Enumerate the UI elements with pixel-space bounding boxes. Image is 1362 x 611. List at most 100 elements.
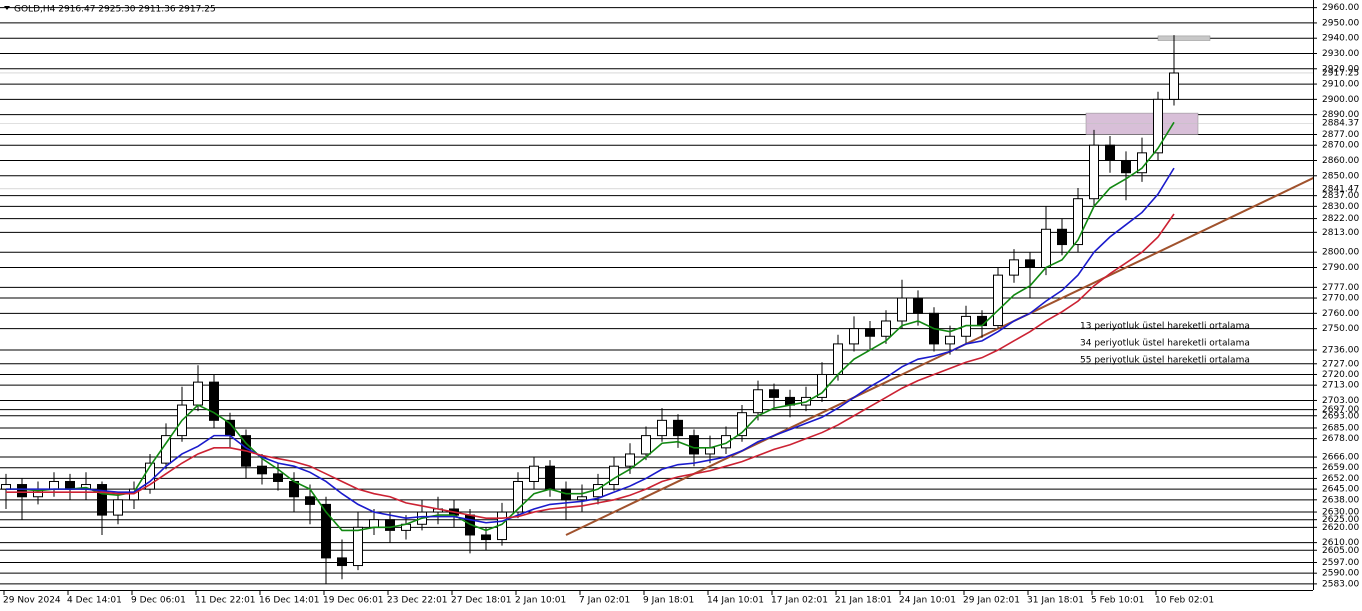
legend-label: 55 periyotluk üstel hareketli ortalama [1080,356,1250,366]
y-tick-label: 2890.00 [1322,110,1359,120]
x-tick-label: 23 Dec 22:01 [387,596,448,606]
candle-body [113,499,123,516]
candle-body [769,389,779,398]
y-tick-label: 2685.00 [1322,423,1359,433]
y-tick-label: 2777.00 [1322,283,1359,293]
candle-body [609,465,619,486]
y-tick-label: 2678.00 [1322,434,1359,444]
candle-body [481,534,491,541]
x-tick-label: 7 Jan 02:01 [579,596,630,606]
x-tick-label: 2 Jan 10:01 [515,596,566,606]
zone [1085,112,1199,135]
y-tick-label: 2652.00 [1322,474,1359,484]
x-tick-label: 9 Dec 06:01 [131,596,186,606]
y-tick-label: 2693.00 [1322,411,1359,421]
candle-body [673,419,683,437]
candle-body [833,343,843,375]
y-tick-label: 2727.00 [1322,359,1359,369]
candle-body [977,315,987,327]
candle-body [1121,159,1131,174]
y-tick-label: 2830.00 [1322,202,1359,212]
candle-body [897,297,907,322]
y-tick-label: 2813.00 [1322,228,1359,238]
y-tick-label: 2630.00 [1322,508,1359,518]
y-tick-label: 2940.00 [1322,34,1359,44]
candle-body [17,484,27,498]
moving-average [6,121,1175,532]
candle-body [641,435,651,455]
y-tick-label: 2950.00 [1322,18,1359,28]
x-tick-label: 4 Dec 14:01 [67,596,122,606]
candle-body [1153,98,1163,154]
y-tick-label: 2620.00 [1322,523,1359,533]
y-tick-label: 2697.00 [1322,405,1359,415]
y-tick-label: 2960.00 [1322,3,1359,13]
candle-body [849,328,859,345]
y-tick-label: 2910.00 [1322,80,1359,90]
candle-body [273,473,283,482]
candle-body [817,373,827,398]
x-tick-label: 10 Feb 02:01 [1155,596,1214,606]
candle-body [1073,198,1083,246]
y-tick-label: 2659.00 [1322,463,1359,473]
candle-body [865,328,875,337]
candle-body [945,335,955,345]
y-tick-label: 2736.00 [1322,346,1359,356]
x-tick-label: 5 Feb 10:01 [1091,596,1144,606]
price-label: 2884.37 [1322,119,1359,129]
candle-body [1169,72,1179,100]
menu-arrow[interactable] [4,6,10,10]
y-tick-label: 2583.00 [1322,579,1359,589]
candle-body [625,453,635,467]
x-tick-label: 24 Jan 10:01 [899,596,956,606]
candle-body [65,480,75,490]
y-tick-label: 2625.00 [1322,515,1359,525]
candle-body [257,465,267,475]
x-tick-label: 11 Dec 22:01 [195,596,256,606]
y-tick-label: 2605.00 [1322,546,1359,556]
y-tick-label: 2770.00 [1322,294,1359,304]
x-tick-label: 31 Jan 18:01 [1027,596,1084,606]
candle-body [1041,228,1051,268]
candle-body [1009,259,1019,276]
x-tick-label: 19 Dec 06:01 [323,596,384,606]
candle-body [545,465,555,490]
candle-body [513,480,523,513]
candle-body [1089,144,1099,200]
candle-body [689,435,699,455]
y-tick-label: 2760.00 [1322,309,1359,319]
candle-body [1105,144,1115,161]
x-tick-label: 9 Jan 18:01 [643,596,694,606]
y-tick-label: 2860.00 [1322,156,1359,166]
x-tick-label: 29 Jan 02:01 [963,596,1020,606]
x-tick-label: 21 Jan 18:01 [835,596,892,606]
y-tick-label: 2610.00 [1322,538,1359,548]
y-tick-label: 2703.00 [1322,396,1359,406]
candle-body [337,557,347,567]
candle-body [705,447,715,455]
y-tick-label: 2666.00 [1322,453,1359,463]
legend-label: 13 periyotluk üstel hareketli ortalama [1080,322,1250,332]
candle-body [913,297,923,314]
chart-title: GOLD,H4 2916.47 2925.30 2911.36 2917.25 [14,5,216,15]
y-tick-label: 2877.00 [1322,130,1359,140]
y-tick-label: 2920.00 [1322,64,1359,74]
candle-body [353,526,363,567]
candle-body [737,412,747,437]
y-tick-label: 2900.00 [1322,95,1359,105]
y-tick-label: 2597.00 [1322,558,1359,568]
y-tick-label: 2720.00 [1322,370,1359,380]
y-tick-label: 2713.00 [1322,381,1359,391]
candle-body [321,503,331,559]
y-tick-label: 2590.00 [1322,569,1359,579]
x-tick-label: 16 Dec 14:01 [259,596,320,606]
candle-body [657,419,667,437]
y-tick-label: 2930.00 [1322,49,1359,59]
x-tick-label: 29 Nov 2024 [3,596,61,606]
price-label: 2917.25 [1322,68,1359,78]
x-tick-label: 17 Jan 02:01 [771,596,828,606]
candle-body [993,274,1003,327]
plot-area [0,7,1313,585]
